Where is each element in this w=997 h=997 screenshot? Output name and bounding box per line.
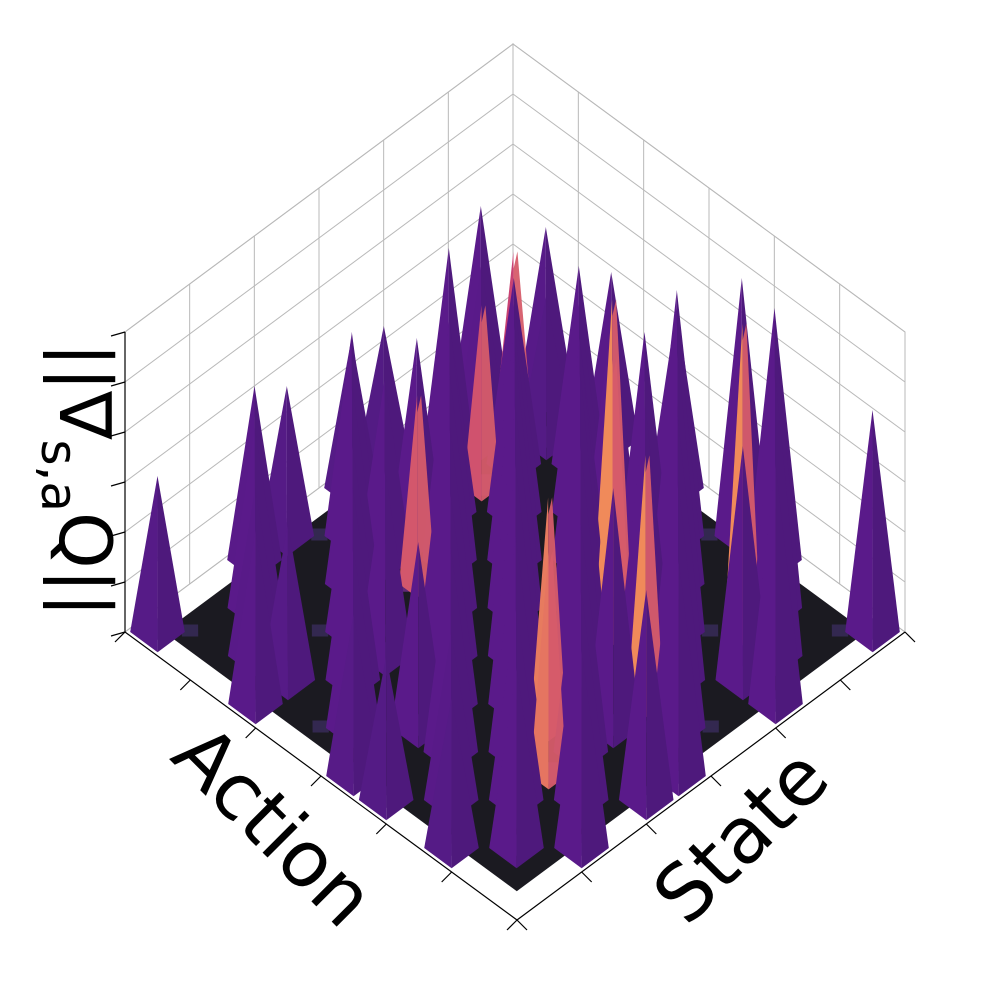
peak-spike-right-face (385, 470, 413, 677)
peak-spike-left-face (228, 530, 256, 725)
peak-spike-left-face (845, 410, 873, 653)
peak-spike-right-face (287, 524, 316, 701)
peak-spike-right-face (157, 476, 185, 653)
peak-spike-accent (399, 395, 418, 598)
grid-line-right-pane-horizontal (512, 93, 906, 383)
floor-tile (311, 624, 329, 637)
x-axis-tick (310, 775, 322, 787)
floor-tile (311, 528, 328, 541)
z-axis-tick (110, 381, 126, 387)
floor-tile (702, 720, 719, 733)
peak-spike-right-face (872, 410, 900, 653)
peak-spike-right-face (386, 656, 414, 821)
grid-line-right-pane-horizontal (512, 43, 906, 333)
peak-spike-left-face (715, 446, 743, 701)
surface-peaks (130, 206, 900, 869)
peak-spike-right-face (581, 650, 609, 869)
peak-spike-right-face (678, 560, 706, 797)
floor-tile (701, 624, 719, 637)
peak-spike-right-face (613, 488, 641, 749)
floor-tile (181, 624, 199, 637)
peak-spike-right-face (255, 530, 283, 725)
y-axis-tick (516, 919, 528, 931)
peak-spike-left-face (748, 464, 776, 725)
peak-spike-left-face (554, 650, 582, 869)
x-axis-tick (506, 919, 518, 931)
peak-spike-right-face (451, 698, 479, 869)
peak-spike-left-face (130, 476, 158, 653)
x-axis-tick (245, 727, 257, 739)
peak-spike-left-face (424, 698, 452, 869)
y-axis-tick (710, 775, 722, 787)
y-axis-tick (645, 823, 657, 835)
peak-spike-right-face (286, 386, 315, 557)
floor-tile (831, 624, 849, 637)
peak-spike-accent-side (548, 551, 567, 790)
peak-spike-left-face (326, 614, 354, 797)
z-axis-tick (110, 531, 126, 537)
z-axis-tick (110, 631, 126, 637)
floor-tile (701, 528, 718, 541)
grid-line-left-pane-horizontal (124, 43, 514, 333)
peak-spike-left-face (489, 668, 517, 869)
x-axis-tick (114, 631, 126, 643)
y-axis-tick (775, 727, 787, 739)
z-axis-label-main: ||∇ (42, 343, 127, 441)
floor-tile (312, 720, 329, 733)
peak-spike-left-face (618, 590, 647, 821)
peak-spike-left-face (390, 542, 419, 749)
peak-spike-left-face (358, 656, 387, 821)
axis-ticks (110, 331, 916, 931)
peak-spike-accent (530, 551, 549, 790)
y-axis-tick (839, 679, 851, 691)
z-axis-label: ||∇s,aQ|| (30, 343, 127, 617)
z-axis-label-tail: Q|| (42, 512, 127, 617)
y-axis-tick (904, 631, 916, 643)
z-axis-tick (110, 431, 126, 437)
z-axis-tick (110, 481, 126, 487)
z-axis-label-sub: s,a (30, 439, 88, 512)
grid-line-left-pane-horizontal (124, 93, 514, 383)
y-axis-tick (581, 871, 593, 883)
x-axis-tick (179, 679, 191, 691)
peak-spike-right-face (775, 464, 803, 725)
x-axis-tick (375, 823, 387, 835)
peak-spike-right-face (516, 668, 544, 869)
peak-spike-right-face (646, 590, 674, 821)
z-axis-tick (110, 581, 126, 587)
x-axis-tick (441, 871, 453, 883)
svg-text:||∇s,aQ||: ||∇s,aQ|| (30, 343, 127, 617)
z-axis-tick (110, 331, 126, 337)
